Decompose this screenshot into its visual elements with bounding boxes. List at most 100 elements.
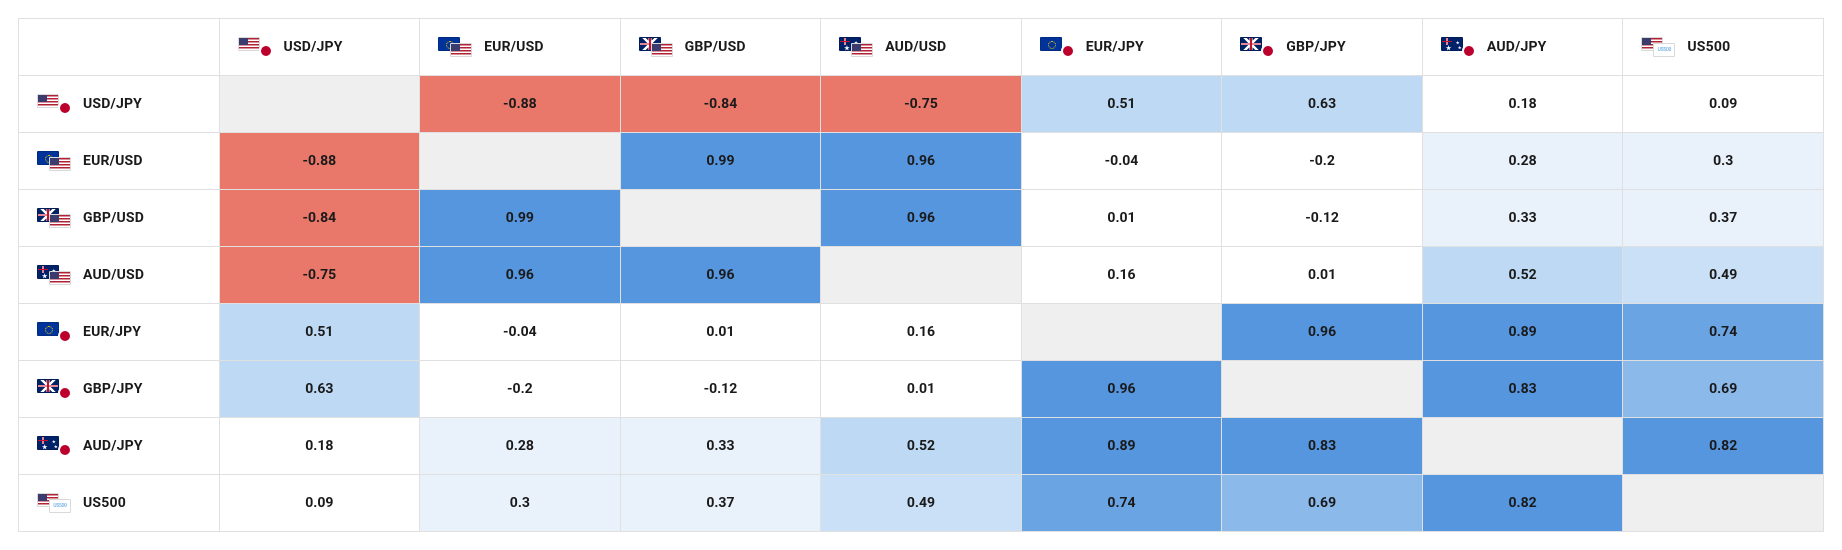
symbol-label: US500 xyxy=(1687,39,1730,55)
matrix-cell: -0.04 xyxy=(1021,133,1222,190)
symbol-header: GBP/USD xyxy=(19,190,220,247)
matrix-cell: -0.12 xyxy=(1222,190,1423,247)
matrix-cell: 0.82 xyxy=(1623,418,1824,475)
matrix-cell: 0.99 xyxy=(420,190,621,247)
symbol-label: AUD/USD xyxy=(885,39,946,55)
flag-icon xyxy=(438,37,472,57)
matrix-cell: 0.63 xyxy=(219,361,420,418)
symbol-label: EUR/USD xyxy=(484,39,544,55)
flag-icon: ★★★ xyxy=(37,436,71,456)
matrix-cell: -0.88 xyxy=(420,76,621,133)
matrix-cell xyxy=(219,76,420,133)
symbol-header: US500US500 xyxy=(1623,19,1824,76)
flag-icon xyxy=(238,37,272,57)
matrix-cell: 0.33 xyxy=(620,418,821,475)
matrix-cell: 0.83 xyxy=(1422,361,1623,418)
table-row: ★★★AUD/USD-0.750.960.960.160.010.520.49 xyxy=(19,247,1824,304)
symbol-label: USD/JPY xyxy=(83,96,142,112)
symbol-header: USD/JPY xyxy=(219,19,420,76)
symbol-label: USD/JPY xyxy=(284,39,343,55)
symbol-header: GBP/JPY xyxy=(1222,19,1423,76)
correlation-matrix-table: USD/JPYEUR/USDGBP/USD★★★AUD/USDEUR/JPYGB… xyxy=(18,18,1824,532)
corner-cell xyxy=(19,19,220,76)
matrix-cell xyxy=(420,133,621,190)
matrix-cell: 0.69 xyxy=(1222,475,1423,532)
matrix-cell: 0.74 xyxy=(1021,475,1222,532)
matrix-cell: -0.2 xyxy=(420,361,621,418)
table-row: GBP/USD-0.840.990.960.01-0.120.330.37 xyxy=(19,190,1824,247)
matrix-cell xyxy=(1222,361,1423,418)
flag-icon: ★★★ xyxy=(839,37,873,57)
matrix-cell: 0.49 xyxy=(821,475,1022,532)
matrix-cell xyxy=(620,190,821,247)
matrix-cell: -0.84 xyxy=(219,190,420,247)
matrix-cell: -0.84 xyxy=(620,76,821,133)
matrix-cell: -0.12 xyxy=(620,361,821,418)
matrix-cell: 0.96 xyxy=(1021,361,1222,418)
matrix-cell: 0.01 xyxy=(1021,190,1222,247)
matrix-cell: 0.3 xyxy=(1623,133,1824,190)
matrix-cell: -0.88 xyxy=(219,133,420,190)
table-row: GBP/JPY 0.63-0.2-0.120.010.96 0.830.69 xyxy=(19,361,1824,418)
flag-icon: US500 xyxy=(37,493,71,513)
symbol-label: EUR/USD xyxy=(83,153,143,169)
symbol-label: US500 xyxy=(83,495,126,511)
symbol-header: EUR/JPY xyxy=(19,304,220,361)
matrix-cell: 0.49 xyxy=(1623,247,1824,304)
matrix-cell: 0.01 xyxy=(821,361,1022,418)
flag-icon xyxy=(1240,37,1274,57)
flag-icon xyxy=(37,208,71,228)
table-header: USD/JPY EUR/USD GBP/USD ★★★ AUD/USD EUR/JPYGB… xyxy=(19,19,1824,76)
symbol-header: ★★★ AUD/USD xyxy=(821,19,1022,76)
symbol-label: AUD/JPY xyxy=(1487,39,1547,55)
matrix-cell: -0.75 xyxy=(821,76,1022,133)
symbol-header: US500 US500 xyxy=(19,475,220,532)
matrix-cell: 0.52 xyxy=(1422,247,1623,304)
symbol-header: GBP/USD xyxy=(620,19,821,76)
symbol-header: USD/JPY xyxy=(19,76,220,133)
matrix-cell: 0.96 xyxy=(821,190,1022,247)
matrix-cell xyxy=(1021,304,1222,361)
matrix-cell: 0.18 xyxy=(1422,76,1623,133)
matrix-cell: 0.89 xyxy=(1021,418,1222,475)
symbol-header: ★★★AUD/JPY xyxy=(19,418,220,475)
symbol-label: EUR/JPY xyxy=(83,324,141,340)
matrix-cell: 0.52 xyxy=(821,418,1022,475)
matrix-cell: 0.18 xyxy=(219,418,420,475)
matrix-cell: 0.16 xyxy=(1021,247,1222,304)
symbol-header: EUR/JPY xyxy=(1021,19,1222,76)
flag-icon xyxy=(639,37,673,57)
matrix-cell: 0.83 xyxy=(1222,418,1423,475)
flag-icon xyxy=(37,151,71,171)
matrix-cell: 0.82 xyxy=(1422,475,1623,532)
matrix-cell: 0.09 xyxy=(219,475,420,532)
matrix-cell: 0.33 xyxy=(1422,190,1623,247)
matrix-cell xyxy=(821,247,1022,304)
table-row: EUR/JPY0.51-0.040.010.160.960.890.74 xyxy=(19,304,1824,361)
symbol-header: ★★★ AUD/USD xyxy=(19,247,220,304)
matrix-cell xyxy=(1422,418,1623,475)
flag-icon xyxy=(1040,37,1074,57)
symbol-header: EUR/USD xyxy=(19,133,220,190)
matrix-cell: 0.09 xyxy=(1623,76,1824,133)
matrix-cell: 0.51 xyxy=(219,304,420,361)
symbol-label: AUD/USD xyxy=(83,267,144,283)
symbol-label: GBP/JPY xyxy=(83,381,143,397)
matrix-cell: 0.96 xyxy=(620,247,821,304)
matrix-cell: 0.28 xyxy=(1422,133,1623,190)
matrix-cell: -0.2 xyxy=(1222,133,1423,190)
table-body: USD/JPY-0.88-0.84-0.750.510.630.180.09EU… xyxy=(19,76,1824,532)
matrix-cell: -0.75 xyxy=(219,247,420,304)
symbol-label: GBP/USD xyxy=(83,210,144,226)
table-row: ★★★AUD/JPY0.180.280.330.520.890.830.82 xyxy=(19,418,1824,475)
matrix-cell: 0.69 xyxy=(1623,361,1824,418)
matrix-cell: -0.04 xyxy=(420,304,621,361)
header-row: USD/JPY EUR/USD GBP/USD ★★★ AUD/USD EUR/JPYGB… xyxy=(19,19,1824,76)
flag-icon: ★★★ xyxy=(37,265,71,285)
matrix-cell: 0.37 xyxy=(620,475,821,532)
table-row: USD/JPY-0.88-0.84-0.750.510.630.180.09 xyxy=(19,76,1824,133)
matrix-cell: 0.51 xyxy=(1021,76,1222,133)
matrix-cell: 0.89 xyxy=(1422,304,1623,361)
table-row: US500US5000.090.30.370.490.740.690.82 xyxy=(19,475,1824,532)
flag-icon xyxy=(37,379,71,399)
